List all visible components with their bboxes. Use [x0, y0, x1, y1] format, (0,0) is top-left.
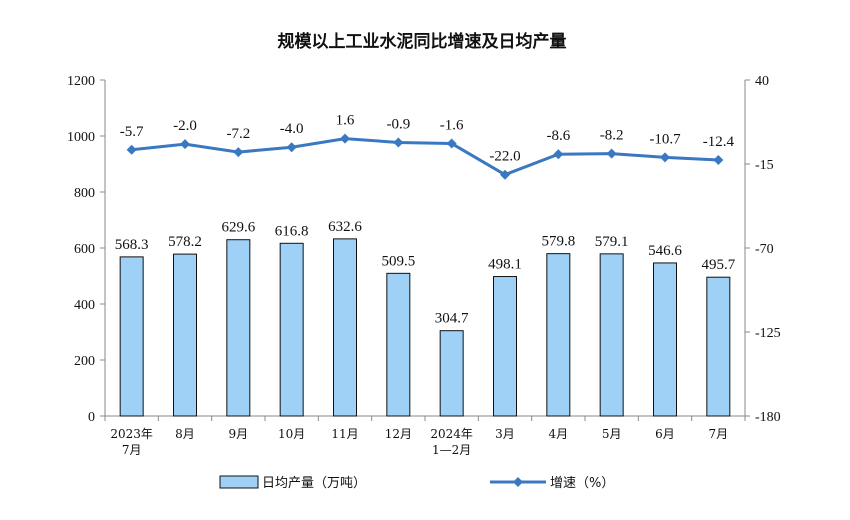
bar-value-label: 546.6 — [648, 243, 682, 259]
y-right-tick-label: -125 — [755, 326, 781, 341]
line-value-label: -0.9 — [386, 116, 410, 132]
line-point — [180, 139, 190, 150]
line-point — [126, 144, 137, 155]
bar-value-label: 579.1 — [595, 234, 629, 250]
line-value-label: -7.2 — [226, 126, 250, 142]
y-left-tick-label: 600 — [74, 242, 95, 257]
x-tick-label: 11月 — [331, 427, 358, 441]
bar — [546, 253, 571, 417]
line-point — [553, 149, 564, 160]
y-left-tick-label: 1200 — [67, 74, 95, 89]
bar-value-label: 568.3 — [115, 237, 149, 253]
line-point — [286, 142, 297, 153]
legend-marker-line — [513, 477, 523, 487]
x-tick-label: 2023年 7月 — [110, 427, 153, 457]
x-tick-label: 7月 — [709, 427, 729, 441]
y-left-tick-label: 0 — [88, 410, 95, 425]
line-value-label: -2.0 — [173, 118, 197, 134]
bar-value-label: 578.2 — [168, 234, 202, 250]
y-right-tick-label: 40 — [755, 74, 769, 89]
line-point — [660, 152, 670, 163]
legend: 日均产量（万吨） 增速（%） — [219, 475, 614, 491]
bar — [333, 238, 357, 417]
bar-value-label: 498.1 — [488, 257, 522, 273]
y-left-tick-label: 800 — [74, 186, 95, 201]
legend-swatch-bar — [219, 475, 259, 489]
bar — [653, 262, 677, 417]
y-right-tick-label: -180 — [755, 410, 781, 425]
line-point — [233, 147, 244, 158]
line-point — [500, 169, 510, 180]
bar-value-label: 616.8 — [275, 223, 309, 239]
line-point — [393, 137, 404, 148]
bar-value-label: 495.7 — [701, 257, 735, 273]
line-series: -5.7 -2.0 -7.2 -4.0 1.6 -0.9 -1.6 -22.0 -8.6 -8.2… — [120, 113, 735, 180]
y-right-tick-label: -70 — [755, 242, 774, 257]
bar — [226, 239, 251, 417]
y-left-tick-label: 1000 — [67, 130, 95, 145]
bar — [493, 276, 517, 417]
line-value-label: 1.6 — [336, 113, 355, 129]
line-value-label: -8.2 — [600, 128, 624, 144]
x-tick-label: 9月 — [229, 427, 249, 441]
line-point — [713, 155, 724, 166]
y-left-tick-label: 200 — [74, 354, 95, 369]
line-value-label: -12.4 — [703, 134, 735, 150]
line-value-label: -1.6 — [440, 118, 464, 134]
bar — [173, 253, 197, 417]
x-tick-label: 8月 — [175, 427, 195, 441]
x-tick-label: 6月 — [655, 427, 675, 441]
line-path — [131, 137, 719, 177]
bar-value-label: 579.8 — [541, 234, 575, 250]
line-value-label: -4.0 — [280, 121, 304, 137]
x-tick-label: 2024年 1—2月 — [430, 427, 473, 457]
bar — [439, 330, 464, 417]
line-value-label: -10.7 — [649, 131, 681, 147]
bar — [119, 256, 144, 417]
bar-value-label: 509.5 — [381, 253, 415, 269]
y-right-tick-label: -15 — [755, 158, 774, 173]
bar — [706, 276, 731, 417]
axes: 0 200 400 600 800 1000 1200 -180 -125 -70 -15 40 202… — [67, 74, 781, 457]
x-tick-label: 5月 — [602, 427, 622, 441]
line-point — [446, 138, 457, 149]
line-point — [340, 133, 350, 144]
bar — [599, 253, 624, 417]
y-left-tick-label: 400 — [74, 298, 95, 313]
bar — [279, 242, 304, 417]
chart-title: 规模以上工业水泥同比增速及日均产量 — [278, 31, 567, 52]
line-point — [606, 148, 617, 159]
bar-value-label: 632.6 — [328, 219, 362, 235]
line-value-label: -5.7 — [120, 124, 144, 140]
x-tick-label: 12月 — [385, 427, 412, 441]
x-tick-label: 4月 — [549, 427, 569, 441]
x-tick-label: 10月 — [278, 427, 305, 441]
x-tick-label: 3月 — [495, 427, 515, 441]
line-value-label: -8.6 — [546, 128, 570, 144]
bar-value-label: 629.6 — [221, 220, 255, 236]
bar — [386, 272, 411, 417]
line-value-label: -22.0 — [489, 149, 520, 165]
bar-value-label: 304.7 — [435, 311, 469, 327]
legend-label-bar: 日均产量（万吨） — [262, 476, 366, 491]
legend-label-line: 增速（%） — [550, 476, 614, 491]
bar-series: 568.3 578.2 629.6 616.8 632.6 509.5 304.7 498.1… — [115, 219, 736, 417]
